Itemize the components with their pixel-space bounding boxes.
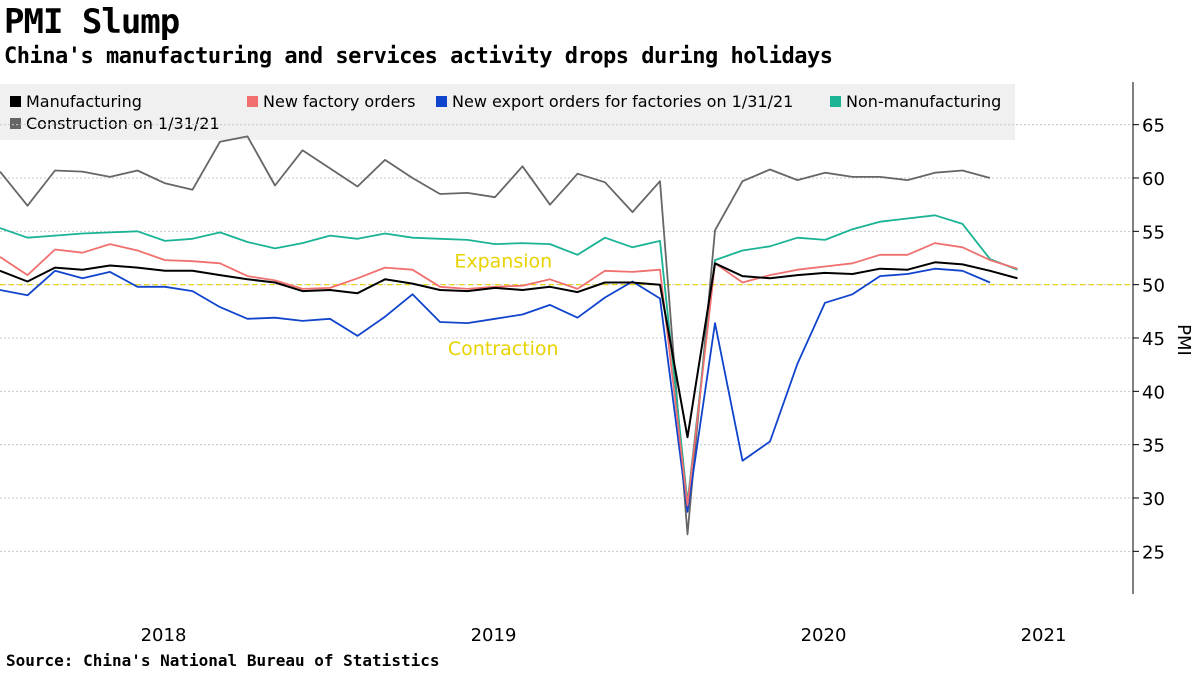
legend-item-new-export-orders[interactable]: New export orders for factories on 1/31/… — [436, 92, 793, 111]
y-tick-label: 45 — [1142, 329, 1165, 350]
series-line-new-export-orders-for-factories-on-1-31-21 — [0, 267, 991, 513]
series-line-construction-on-1-31-21 — [0, 135, 991, 536]
legend-item-manufacturing[interactable]: Manufacturing — [10, 92, 142, 111]
y-tick-label: 35 — [1142, 436, 1165, 457]
legend-swatch — [10, 96, 21, 107]
legend-label: New factory orders — [263, 92, 416, 111]
legend-label: Manufacturing — [26, 92, 142, 111]
legend-swatch — [10, 118, 21, 129]
y-tick-label: 50 — [1142, 276, 1165, 297]
legend-label: Construction on 1/31/21 — [26, 114, 220, 133]
legend-swatch — [436, 96, 447, 107]
legend-label: Non-manufacturing — [846, 92, 1002, 111]
legend: Manufacturing New factory orders New exp… — [0, 84, 1015, 140]
chart-subtitle: China's manufacturing and services activ… — [4, 44, 833, 69]
annotation-label: Expansion — [454, 251, 552, 273]
y-tick-label: 30 — [1142, 489, 1165, 510]
x-tick-label: 2018 — [141, 625, 187, 646]
source-note: Source: China's National Bureau of Stati… — [6, 651, 440, 670]
legend-swatch — [830, 96, 841, 107]
annotation-label: Contraction — [448, 338, 559, 360]
series-line-manufacturing — [0, 261, 1018, 439]
legend-item-construction[interactable]: Construction on 1/31/21 — [10, 114, 220, 133]
x-tick-label: 2019 — [471, 625, 517, 646]
legend-item-new-factory-orders[interactable]: New factory orders — [247, 92, 415, 111]
legend-item-non-manufacturing[interactable]: Non-manufacturing — [830, 92, 1001, 111]
series-line-non-manufacturing — [0, 214, 1018, 504]
chart-title: PMI Slump — [4, 2, 180, 42]
y-tick-label: 55 — [1142, 222, 1165, 243]
y-tick-label: 65 — [1142, 116, 1165, 137]
legend-label: New export orders for factories on 1/31/… — [452, 92, 794, 111]
y-axis-title: PMI — [1173, 324, 1194, 356]
y-tick-label: 40 — [1142, 382, 1165, 403]
x-tick-label: 2020 — [801, 625, 847, 646]
series-line-new-factory-orders — [0, 242, 1018, 507]
x-tick-label: 2021 — [1021, 625, 1067, 646]
y-tick-label: 60 — [1142, 169, 1165, 190]
y-tick-label: 25 — [1142, 542, 1165, 563]
legend-swatch — [247, 96, 258, 107]
